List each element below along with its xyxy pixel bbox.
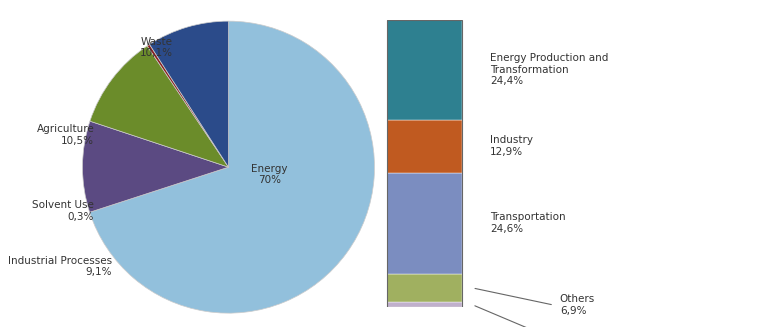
Text: Agriculture
10,5%: Agriculture 10,5% xyxy=(36,124,94,146)
Bar xyxy=(387,20,462,120)
Wedge shape xyxy=(90,46,229,167)
Wedge shape xyxy=(150,21,229,167)
Text: Transportation
24,6%: Transportation 24,6% xyxy=(490,213,565,234)
Text: Industrial Processes
9,1%: Industrial Processes 9,1% xyxy=(8,256,111,277)
Bar xyxy=(387,173,462,274)
Wedge shape xyxy=(90,21,375,313)
Text: Energy Production and
Transformation
24,4%: Energy Production and Transformation 24,… xyxy=(490,53,608,86)
Text: Industry
12,9%: Industry 12,9% xyxy=(490,135,533,157)
Bar xyxy=(387,274,462,302)
Wedge shape xyxy=(147,44,229,167)
Text: Solvent Use
0,3%: Solvent Use 0,3% xyxy=(32,200,94,222)
Text: Energy
70%: Energy 70% xyxy=(251,164,288,185)
Bar xyxy=(387,120,462,173)
Text: Waste
10,1%: Waste 10,1% xyxy=(140,37,173,58)
Text: Others
6,9%: Others 6,9% xyxy=(560,294,595,316)
Wedge shape xyxy=(82,121,229,212)
Bar xyxy=(387,302,462,307)
